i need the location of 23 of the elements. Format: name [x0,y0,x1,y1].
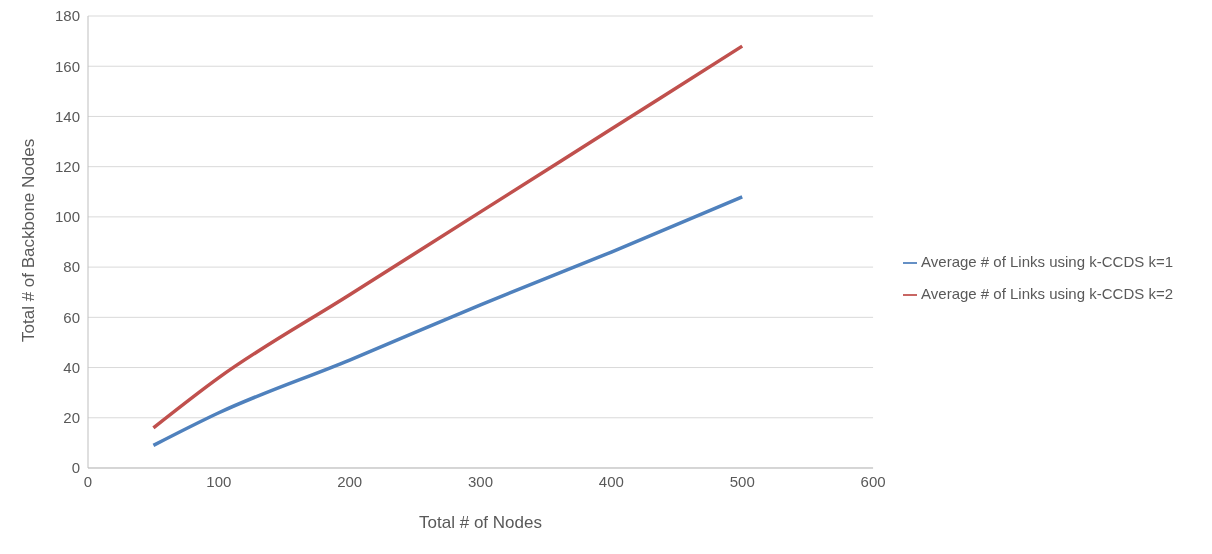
y-tick-label: 80 [63,258,80,276]
legend-label: Average # of Links using k-CCDS k=1 [921,253,1173,270]
y-tick-label: 120 [54,157,80,175]
x-tick-label: 200 [337,472,363,490]
y-tick-label: 20 [63,409,80,427]
x-tick-label: 500 [729,472,755,490]
y-tick-label: 160 [54,57,80,75]
y-tick-label: 40 [63,358,80,376]
x-tick-label: 100 [206,472,232,490]
y-tick-label: 180 [54,7,80,25]
legend-label: Average # of Links using k-CCDS k=2 [921,285,1173,302]
y-tick-label: 0 [71,459,80,477]
x-tick-label: 400 [598,472,624,490]
x-tick-label: 0 [83,472,93,490]
line-series [151,195,744,448]
line-series [151,44,744,430]
y-tick-label: 60 [63,308,80,326]
x-axis-title: Total # of Nodes [419,513,542,532]
x-tick-label: 600 [860,472,886,490]
y-tick-label: 100 [54,208,80,226]
y-axis-title: Total # of Backbone Nodes [19,138,39,342]
x-tick-label: 300 [468,472,494,490]
y-tick-label: 140 [54,107,80,125]
